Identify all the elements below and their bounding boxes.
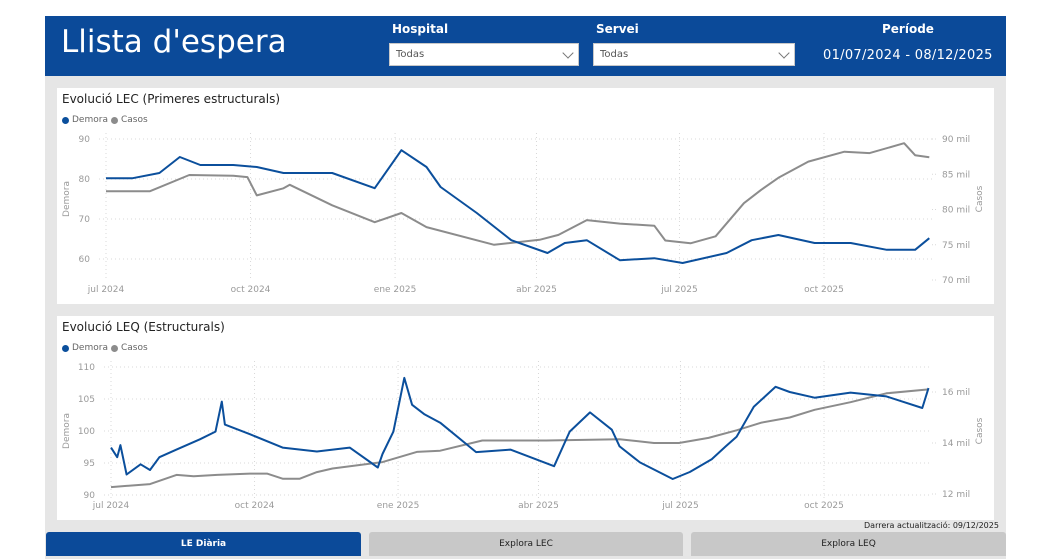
y-tick-label: 80 [79, 175, 91, 185]
hospital-label: Hospital [392, 22, 449, 36]
series-demora-line [110, 376, 930, 480]
x-tick-label: oct 2025 [804, 501, 844, 511]
servei-dropdown[interactable]: Todas [593, 43, 795, 66]
legend-demora[interactable]: Demora [72, 115, 108, 125]
y-tick-label: 90 [79, 135, 91, 145]
chart-leq-plot: 110 105 100 95 90 16 mil 14 mil 12 mil jul 2024 o… [62, 361, 985, 511]
chart-lec: 90 80 70 60 90 mil 85 mil 80 mil 75 mil 70 mil ju… [57, 88, 994, 304]
x-tick-label: oct 2024 [235, 501, 275, 511]
x-tick-label: oct 2025 [804, 285, 844, 295]
y2-tick-label: 75 mil [942, 241, 970, 251]
x-tick-label: ene 2025 [374, 285, 417, 295]
tab-explora-lec[interactable]: Explora LEC [369, 532, 683, 556]
x-tick-label: jul 2024 [87, 285, 125, 295]
tab-le-diaria[interactable]: LE Diària [46, 532, 361, 556]
page-title: Llista d'espera [61, 24, 287, 60]
y2-tick-label: 80 mil [942, 206, 970, 216]
header-bar: Llista d'espera Hospital Todas Servei To… [45, 16, 1006, 76]
servei-label: Servei [596, 22, 639, 36]
periode-value: 01/07/2024 - 08/12/2025 [823, 48, 993, 63]
chart-legend: Demora Casos [62, 115, 148, 125]
x-tick-label: jul 2024 [92, 501, 130, 511]
y2-axis-title: Casos [975, 417, 985, 444]
legend-casos[interactable]: Casos [120, 343, 148, 353]
hospital-dropdown[interactable]: Todas [389, 43, 579, 66]
x-tick-label: abr 2025 [518, 501, 559, 511]
y2-tick-label: 12 mil [942, 490, 970, 500]
chart-leq: 110 105 100 95 90 16 mil 14 mil 12 mil jul 2024 o… [57, 316, 994, 520]
legend-casos-dot [110, 344, 118, 352]
x-tick-label: jul 2025 [661, 501, 698, 511]
x-tick-label: ene 2025 [377, 501, 420, 511]
last-updated: Darrera actualització: 09/12/2025 [864, 521, 999, 530]
chart-legend: Demora Casos [62, 343, 148, 353]
series-demora-line [106, 149, 930, 264]
chevron-down-icon [778, 47, 790, 59]
chart-lec-plot: 90 80 70 60 90 mil 85 mil 80 mil 75 mil 70 mil ju… [62, 133, 985, 295]
y2-tick-label: 14 mil [942, 439, 970, 449]
legend-demora-dot [62, 344, 69, 352]
y-axis-title: Demora [62, 181, 72, 217]
y-tick-label: 90 [84, 491, 96, 501]
y2-axis-title: Casos [975, 185, 985, 212]
y-tick-label: 110 [78, 363, 95, 373]
x-tick-label: jul 2025 [660, 285, 697, 295]
y2-tick-label: 85 mil [942, 170, 970, 180]
periode-label: Període [882, 22, 934, 36]
y2-tick-label: 70 mil [942, 276, 970, 286]
legend-demora[interactable]: Demora [72, 343, 108, 353]
tab-explora-leq[interactable]: Explora LEQ [691, 532, 1006, 556]
x-tick-label: oct 2024 [231, 285, 271, 295]
chevron-down-icon [562, 47, 574, 59]
hospital-selected-value: Todas [396, 49, 425, 60]
y-tick-label: 95 [84, 459, 95, 469]
legend-casos-dot [110, 116, 118, 124]
legend-demora-dot [62, 116, 69, 124]
y-tick-label: 105 [78, 395, 95, 405]
y-tick-label: 100 [78, 427, 95, 437]
y-tick-label: 60 [79, 255, 91, 265]
chart-title: Evolució LEQ (Estructurals) [62, 320, 225, 334]
series-casos-line [106, 142, 930, 246]
series-casos-line [110, 388, 929, 489]
y-axis-title: Demora [62, 413, 72, 449]
y-tick-label: 70 [79, 215, 91, 225]
chart-title: Evolució LEC (Primeres estructurals) [62, 92, 281, 106]
x-tick-label: abr 2025 [516, 285, 557, 295]
legend-casos[interactable]: Casos [120, 115, 148, 125]
y2-tick-label: 90 mil [942, 135, 970, 145]
y2-tick-label: 16 mil [942, 388, 970, 398]
servei-selected-value: Todas [600, 49, 629, 60]
